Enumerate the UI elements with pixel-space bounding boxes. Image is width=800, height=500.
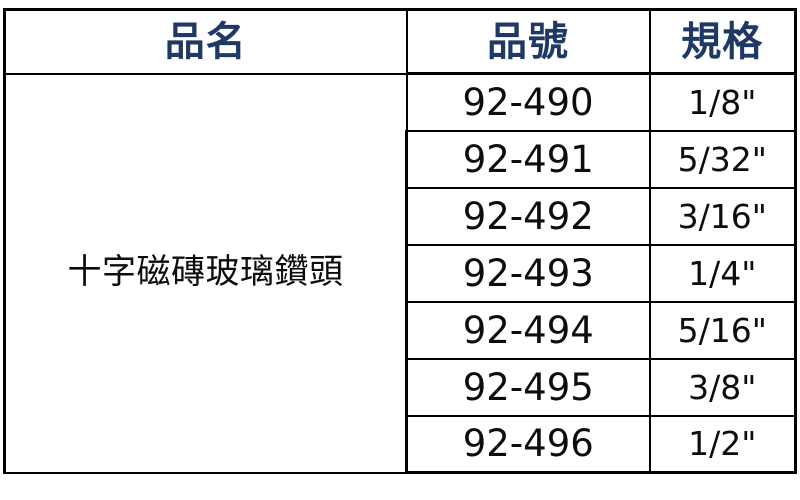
table-header: 品名 品號 規格 bbox=[3, 8, 797, 75]
specification-cell: 1/4" bbox=[648, 243, 797, 303]
table-row: 十字磁磚玻璃鑽頭 92-490 1/8" bbox=[3, 72, 797, 474]
table-row: 92-494 5/16" bbox=[5, 300, 797, 360]
table-row: 92-493 1/4" bbox=[5, 243, 797, 303]
spec-table-container: 品名 品號 規格 十字磁磚玻璃鑽頭 92-490 1/8" 92-491 5/3… bbox=[3, 8, 797, 474]
column-header-specification: 規格 bbox=[648, 8, 797, 75]
table-header-row: 品名 品號 規格 bbox=[3, 8, 797, 75]
product-code-cell: 92-490 bbox=[405, 72, 651, 132]
product-name-merged-cell: 十字磁磚玻璃鑽頭 bbox=[3, 72, 408, 474]
table-row: 92-491 5/32" bbox=[5, 129, 797, 189]
specification-cell: 5/16" bbox=[648, 300, 797, 360]
product-code-cell: 92-494 bbox=[405, 300, 651, 360]
specification-cell: 5/32" bbox=[648, 129, 797, 189]
table-row: 92-492 3/16" bbox=[5, 186, 797, 246]
product-code-cell: 92-492 bbox=[405, 186, 651, 246]
product-code-cell: 92-495 bbox=[405, 357, 651, 417]
table-body: 十字磁磚玻璃鑽頭 92-490 1/8" 92-491 5/32" 92-492… bbox=[3, 72, 797, 474]
product-spec-table: 品名 品號 規格 十字磁磚玻璃鑽頭 92-490 1/8" 92-491 5/3… bbox=[3, 8, 797, 474]
specification-cell: 1/2" bbox=[648, 414, 797, 474]
table-row: 92-495 3/8" bbox=[5, 357, 797, 417]
specification-cell: 3/16" bbox=[648, 186, 797, 246]
specification-cell: 3/8" bbox=[648, 357, 797, 417]
column-header-product-name: 品名 bbox=[3, 8, 408, 75]
product-code-cell: 92-496 bbox=[405, 414, 651, 474]
column-header-product-code: 品號 bbox=[405, 8, 651, 75]
product-code-cell: 92-491 bbox=[405, 129, 651, 189]
specification-cell: 1/8" bbox=[648, 72, 797, 132]
table-row: 92-496 1/2" bbox=[5, 414, 797, 474]
product-code-cell: 92-493 bbox=[405, 243, 651, 303]
